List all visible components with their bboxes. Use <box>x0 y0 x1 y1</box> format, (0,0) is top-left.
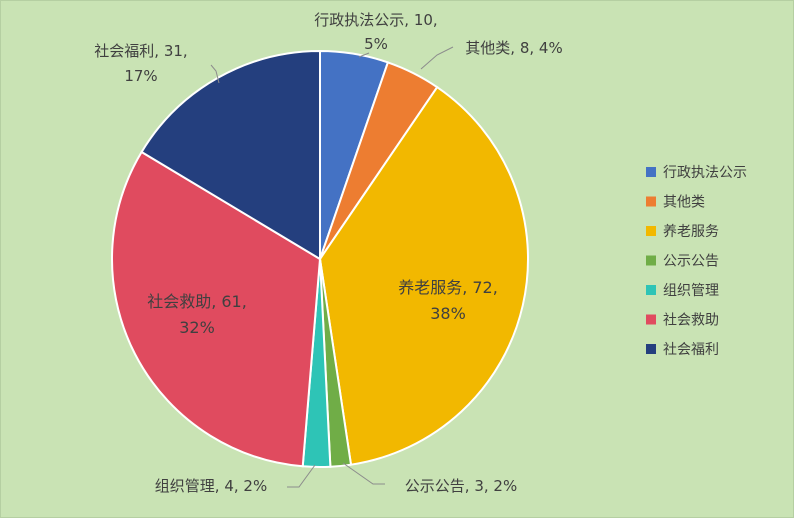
leader-line <box>358 52 370 58</box>
legend-swatch <box>646 226 656 236</box>
data-label: 5% <box>364 35 388 53</box>
data-label: 17% <box>124 67 157 85</box>
pie-slice <box>111 150 322 468</box>
leader-line <box>287 464 316 488</box>
legend-entry-label: 行政执法公示 <box>663 165 747 181</box>
data-label: 社会福利, 31, <box>94 42 187 60</box>
legend-entry-label: 公示公告 <box>663 254 719 270</box>
legend-entry-label: 社会福利 <box>663 342 719 358</box>
legend-entry-label: 社会救助 <box>663 313 719 329</box>
data-label: 行政执法公示, 10, <box>314 11 437 29</box>
leader-line <box>342 462 385 485</box>
data-label: 养老服务, 72, <box>398 278 498 297</box>
leader-line <box>420 46 454 70</box>
data-label: 其他类, 8, 4% <box>465 39 562 57</box>
legend-swatch <box>646 196 656 207</box>
legend-entry-label: 养老服务 <box>663 224 719 240</box>
legend-swatch <box>646 167 656 177</box>
legend-swatch <box>646 255 656 266</box>
leader-line <box>210 64 220 84</box>
data-label: 32% <box>179 318 215 337</box>
data-label: 组织管理, 4, 2% <box>155 477 267 495</box>
data-label: 38% <box>430 304 466 323</box>
legend-swatch <box>646 314 656 325</box>
legend-swatch <box>646 344 656 354</box>
legend-swatch <box>646 285 656 295</box>
data-label: 社会救助, 61, <box>147 292 247 311</box>
legend-entry-label: 组织管理 <box>663 283 719 299</box>
data-label: 公示公告, 3, 2% <box>405 477 517 495</box>
legend-entry-label: 其他类 <box>663 195 705 211</box>
pie-slice <box>318 85 530 466</box>
